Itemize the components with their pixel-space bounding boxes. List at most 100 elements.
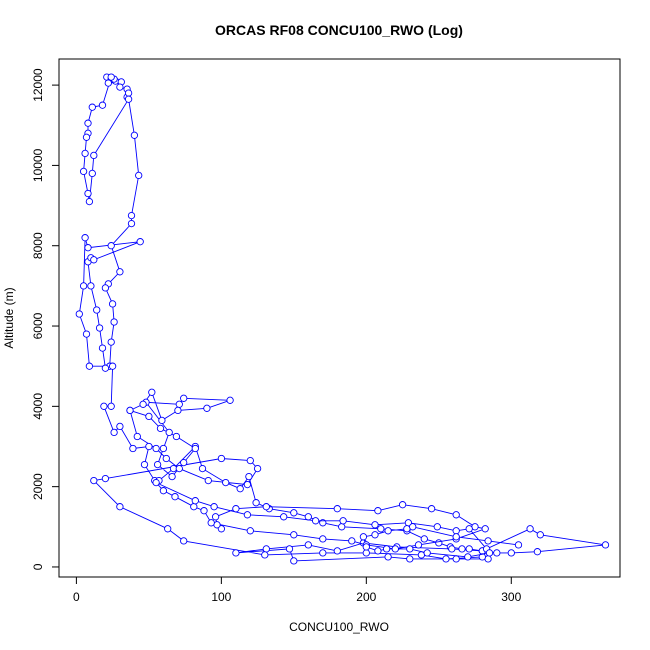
data-point (245, 472, 253, 481)
data-point (485, 549, 494, 557)
data-point (246, 456, 254, 465)
data-point (236, 485, 244, 493)
data-point (207, 519, 215, 527)
data-point (88, 169, 96, 178)
data-point (87, 282, 95, 290)
data-point (210, 503, 218, 511)
data-point (262, 503, 270, 511)
data-point (139, 400, 147, 408)
data-point (252, 499, 260, 507)
data-point (190, 503, 198, 511)
data-point (290, 531, 298, 539)
data-point (159, 444, 168, 453)
x-tick-label: 100 (211, 590, 231, 604)
data-point (116, 268, 124, 276)
data-point (211, 513, 220, 521)
data-point (148, 388, 156, 396)
data-point (145, 412, 153, 421)
data-point (98, 101, 107, 109)
data-point (246, 527, 254, 535)
data-point (180, 537, 188, 545)
data-point (464, 553, 472, 561)
data-point (162, 454, 170, 463)
y-tick-label: 8000 (31, 232, 45, 259)
data-point (222, 478, 230, 487)
data-point (95, 324, 104, 332)
data-point (319, 549, 327, 557)
data-point (174, 406, 182, 415)
data-point (110, 318, 118, 326)
data-point (452, 527, 460, 535)
data-point (391, 545, 399, 553)
data-point (536, 531, 544, 539)
data-point (442, 555, 450, 563)
data-point (204, 476, 212, 485)
x-tick-label: 0 (73, 590, 80, 604)
data-point (384, 527, 392, 535)
data-point (180, 458, 188, 467)
data-point (159, 487, 168, 495)
data-point (338, 523, 346, 531)
data-point (217, 454, 226, 463)
data-point (124, 95, 133, 103)
data-point (262, 545, 270, 553)
data-point (107, 73, 115, 81)
data-point (82, 133, 91, 141)
data-point (290, 557, 298, 565)
data-point (164, 525, 172, 533)
data-point (107, 402, 115, 410)
data-point (526, 525, 534, 533)
data-point (374, 547, 382, 555)
y-tick-label: 0 (31, 563, 45, 570)
plot-area (58, 58, 621, 578)
data-point (481, 525, 489, 533)
data-point (374, 507, 382, 515)
data-point (85, 362, 94, 370)
series-1 (75, 73, 610, 565)
x-axis: 0 100 200 300 (73, 576, 522, 604)
data-point (285, 545, 294, 553)
data-point (152, 444, 160, 453)
x-axis-label: CONCU100_RWO (289, 620, 389, 634)
data-point (243, 511, 252, 519)
data-point (175, 464, 183, 473)
data-point (135, 171, 143, 180)
data-point (156, 424, 165, 433)
data-point (226, 396, 234, 404)
y-tick-label: 10000 (31, 148, 45, 182)
data-point (319, 535, 327, 543)
data-point (191, 497, 199, 505)
data-point (232, 505, 240, 513)
data-point (452, 555, 460, 563)
chart-title: ORCAS RF08 CONCU100_RWO (Log) (215, 22, 463, 38)
data-point (101, 364, 110, 372)
data-point (435, 539, 443, 547)
data-point (333, 547, 341, 555)
data-point (261, 551, 269, 559)
data-point (101, 474, 110, 483)
data-point (371, 521, 379, 529)
x-tick-label: 200 (356, 590, 376, 604)
data-point (88, 103, 96, 111)
data-point (127, 211, 136, 220)
data-point (362, 549, 370, 557)
y-tick-label: 4000 (31, 393, 45, 420)
data-point (129, 444, 137, 453)
data-point (133, 432, 141, 441)
data-point (171, 493, 179, 501)
y-tick-label: 6000 (31, 312, 45, 339)
data-point (514, 541, 523, 549)
data-point (124, 89, 133, 97)
series-layer (75, 73, 610, 565)
data-point (126, 406, 134, 415)
data-point (84, 244, 92, 252)
data-point (203, 404, 211, 412)
data-point (448, 545, 456, 553)
data-point (108, 362, 117, 370)
data-point (348, 537, 356, 545)
data-point (75, 310, 83, 318)
data-point (458, 545, 466, 553)
data-point (333, 505, 341, 513)
series-2 (152, 478, 523, 561)
